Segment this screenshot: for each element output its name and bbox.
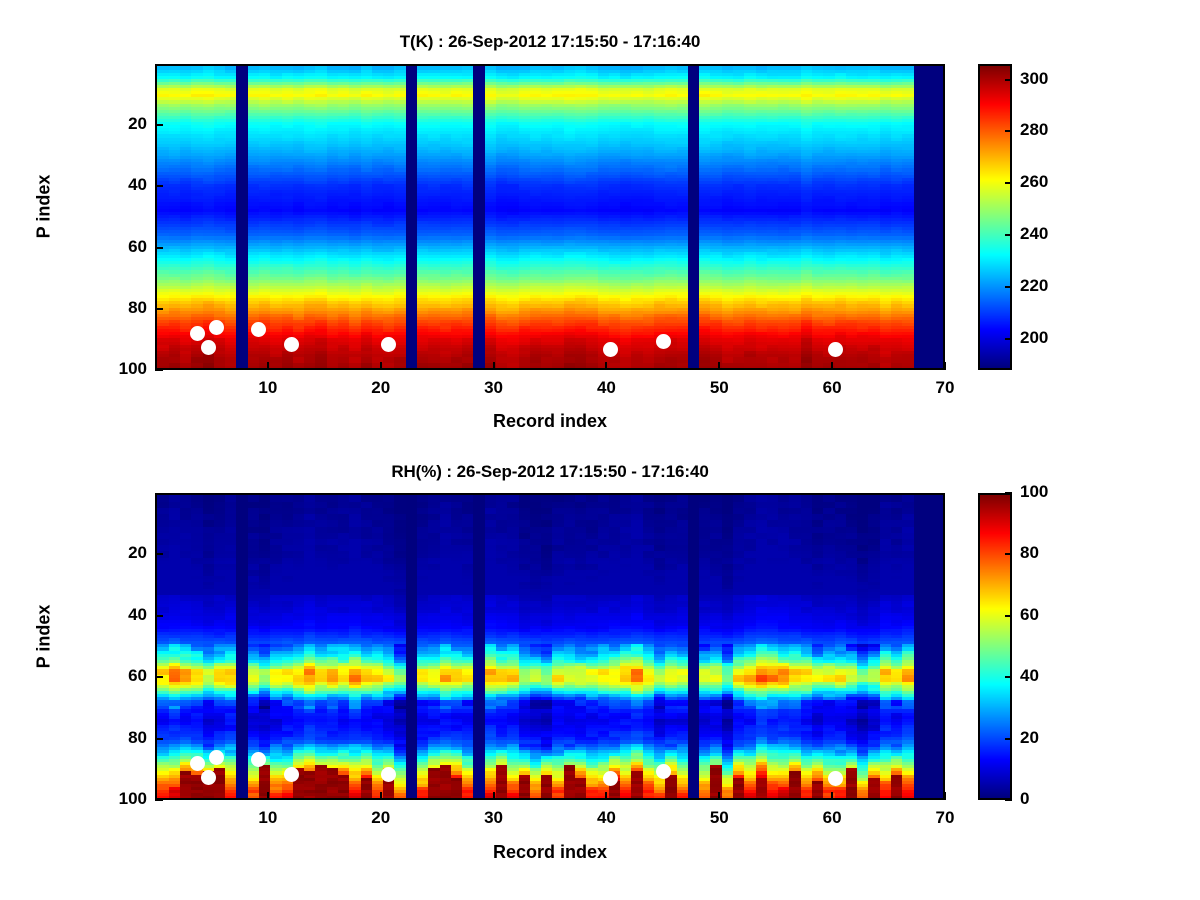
x-tick-label: 70 [935,378,955,397]
x-tick-mark [605,362,608,370]
x-tick-label: 50 [709,808,729,827]
colorbar-tick-mark [1005,130,1012,133]
humidity-xlabel: Record index [492,842,608,862]
x-tick-label: 10 [258,378,278,397]
x-tick-mark [379,362,382,370]
y-tick-mark [155,614,163,617]
y-tick-label: 40 [128,175,147,195]
humidity-axes[interactable] [155,493,945,800]
humidity-colorbar-gradient [980,495,1010,798]
colorbar-tick-mark [1005,492,1012,494]
y-tick-label: 100 [118,789,147,808]
x-tick-label: 50 [709,378,729,397]
colorbar-tick-label: 20 [1020,727,1039,747]
y-tick-mark [155,737,163,740]
colorbar-tick-label: 0 [1020,789,1030,808]
temperature-ylabel: P index [33,174,54,239]
x-tick-label: 10 [258,808,278,827]
x-tick-mark [266,792,269,800]
colorbar-tick-label: 260 [1020,172,1049,192]
temperature-axes[interactable] [155,64,945,370]
colorbar-tick-label: 80 [1020,543,1039,563]
x-tick-mark [831,792,834,800]
y-tick-mark [155,307,163,310]
y-tick-label: 20 [128,114,147,134]
x-tick-mark [831,362,834,370]
x-tick-label: 70 [935,808,955,827]
colorbar-tick-mark [1005,799,1012,801]
colorbar-tick-label: 200 [1020,327,1049,347]
y-tick-mark [155,246,163,249]
y-tick-mark [155,676,163,679]
colorbar-tick-mark [1005,676,1012,679]
colorbar-tick-label: 60 [1020,604,1039,624]
colorbar-tick-mark [1005,737,1012,740]
y-tick-label: 60 [128,666,147,686]
colorbar-tick-label: 100 [1020,482,1049,501]
x-tick-mark [492,362,495,370]
colorbar-tick-mark [1005,286,1012,289]
x-tick-mark [266,362,269,370]
colorbar-tick-mark [1005,337,1012,340]
humidity-colorbar[interactable] [978,493,1012,800]
x-tick-mark [944,792,946,800]
colorbar-tick-label: 240 [1020,224,1049,244]
x-tick-label: 40 [596,808,616,827]
y-tick-mark [155,124,163,127]
temperature-plot-title: T(K) : 26-Sep-2012 17:15:50 - 17:16:40 [399,32,701,51]
x-tick-label: 20 [371,378,391,397]
colorbar-tick-label: 40 [1020,666,1039,686]
x-tick-label: 60 [822,378,842,397]
x-tick-mark [944,362,946,370]
y-tick-label: 40 [128,604,147,624]
x-tick-mark [605,792,608,800]
x-tick-label: 20 [371,808,391,827]
x-tick-label: 40 [596,378,616,397]
humidity-heatmap[interactable] [157,495,943,798]
y-tick-label: 80 [128,297,147,317]
x-tick-mark [718,362,721,370]
humidity-plot-title: RH(%) : 26-Sep-2012 17:15:50 - 17:16:40 [391,462,709,481]
panel-temperature: T(K) : 26-Sep-2012 17:15:50 - 17:16:40 2… [33,32,1049,431]
x-tick-label: 30 [484,808,504,827]
y-tick-mark [155,185,163,188]
y-tick-label: 80 [128,727,147,747]
y-tick-label: 20 [128,543,147,563]
x-tick-label: 60 [822,808,842,827]
temperature-colorbar[interactable] [978,64,1012,370]
x-tick-label: 30 [484,378,504,397]
colorbar-tick-label: 300 [1020,68,1049,88]
x-tick-mark [492,792,495,800]
x-tick-mark [718,792,721,800]
temperature-xlabel: Record index [492,411,608,431]
x-tick-mark [379,792,382,800]
panel-relative-humidity: RH(%) : 26-Sep-2012 17:15:50 - 17:16:40 … [0,430,1200,900]
colorbar-tick-mark [1005,614,1012,617]
y-tick-mark [155,799,163,801]
colorbar-tick-mark [1005,234,1012,237]
colorbar-tick-label: 280 [1020,120,1049,140]
colorbar-tick-mark [1005,553,1012,556]
y-tick-mark [155,369,163,371]
temperature-heatmap[interactable] [157,66,943,368]
colorbar-tick-label: 220 [1020,276,1049,296]
colorbar-tick-mark [1005,78,1012,81]
colorbar-tick-mark [1005,182,1012,185]
y-tick-label: 100 [118,359,147,378]
temperature-colorbar-gradient [980,66,1010,368]
y-tick-label: 60 [128,236,147,256]
y-tick-mark [155,553,163,556]
humidity-ylabel: P index [33,604,54,669]
